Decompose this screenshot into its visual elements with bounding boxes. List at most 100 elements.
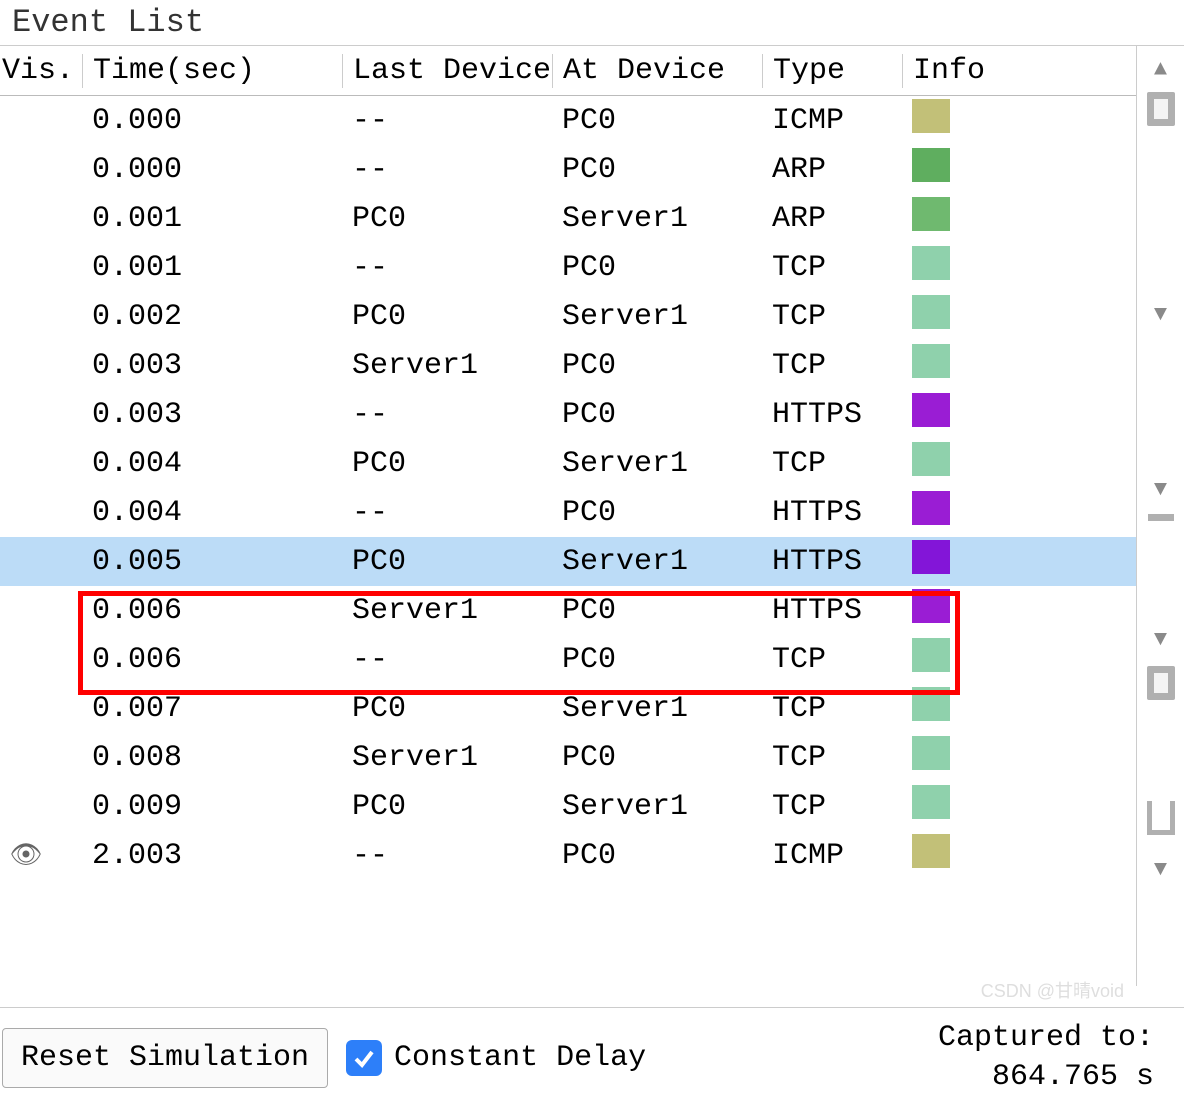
cell-time: 0.003 [82, 398, 342, 432]
event-table: Vis. Time(sec) Last Device At Device Typ… [0, 46, 1136, 986]
cell-type: TCP [762, 447, 902, 481]
table-row[interactable]: 👁2.003--PC0ICMP [0, 831, 1136, 880]
cell-time: 0.007 [82, 692, 342, 726]
header-at-device[interactable]: At Device [552, 54, 762, 88]
scroll-marker-icon[interactable]: ▼ [1137, 301, 1184, 329]
info-color-box[interactable] [912, 540, 950, 574]
info-color-box[interactable] [912, 589, 950, 623]
cell-info [902, 393, 1032, 437]
scroll-marker-icon [1148, 514, 1174, 521]
header-vis[interactable]: Vis. [0, 54, 82, 88]
scroll-marker-icon[interactable]: ▼ [1137, 476, 1184, 504]
table-row[interactable]: 0.004PC0Server1TCP [0, 439, 1136, 488]
table-row[interactable]: 0.005PC0Server1HTTPS [0, 537, 1136, 586]
info-color-box[interactable] [912, 442, 950, 476]
cell-time: 0.009 [82, 790, 342, 824]
cell-info [902, 638, 1032, 682]
info-color-box[interactable] [912, 99, 950, 133]
cell-last-device: PC0 [342, 300, 552, 334]
cell-at-device: Server1 [552, 545, 762, 579]
cell-info [902, 246, 1032, 290]
table-row[interactable]: 0.002PC0Server1TCP [0, 292, 1136, 341]
cell-last-device: PC0 [342, 790, 552, 824]
header-last-device[interactable]: Last Device [342, 54, 552, 88]
cell-type: ARP [762, 202, 902, 236]
scroll-down-arrow-icon[interactable]: ▼ [1137, 856, 1184, 884]
cell-last-device: -- [342, 104, 552, 138]
cell-time: 0.004 [82, 447, 342, 481]
table-header-row: Vis. Time(sec) Last Device At Device Typ… [0, 46, 1136, 96]
cell-time: 0.000 [82, 153, 342, 187]
eye-icon: 👁 [2, 840, 50, 871]
cell-info [902, 197, 1032, 241]
table-row[interactable]: 0.001--PC0TCP [0, 243, 1136, 292]
table-row[interactable]: 0.001PC0Server1ARP [0, 194, 1136, 243]
info-color-box[interactable] [912, 295, 950, 329]
cell-time: 0.002 [82, 300, 342, 334]
cell-at-device: Server1 [552, 447, 762, 481]
table-row[interactable]: 0.006--PC0TCP [0, 635, 1136, 684]
info-color-box[interactable] [912, 197, 950, 231]
footer-bar: Reset Simulation Constant Delay Captured… [0, 1007, 1184, 1107]
cell-last-device: -- [342, 398, 552, 432]
reset-simulation-button[interactable]: Reset Simulation [2, 1028, 328, 1088]
table-row[interactable]: 0.000--PC0ICMP [0, 96, 1136, 145]
cell-info [902, 834, 1032, 878]
info-color-box[interactable] [912, 344, 950, 378]
cell-time: 0.004 [82, 496, 342, 530]
cell-last-device: -- [342, 643, 552, 677]
cell-time: 0.003 [82, 349, 342, 383]
table-row[interactable]: 0.003--PC0HTTPS [0, 390, 1136, 439]
info-color-box[interactable] [912, 834, 950, 868]
info-color-box[interactable] [912, 638, 950, 672]
table-row[interactable]: 0.003Server1PC0TCP [0, 341, 1136, 390]
watermark-text: CSDN @甘晴void [981, 977, 1124, 1003]
cell-type: TCP [762, 349, 902, 383]
info-color-box[interactable] [912, 785, 950, 819]
scroll-marker-icon[interactable]: ▼ [1137, 626, 1184, 654]
info-color-box[interactable] [912, 393, 950, 427]
cell-last-device: Server1 [342, 741, 552, 775]
table-row[interactable]: 0.007PC0Server1TCP [0, 684, 1136, 733]
cell-time: 2.003 [82, 839, 342, 873]
scroll-marker-icon[interactable] [1147, 666, 1175, 700]
cell-type: HTTPS [762, 545, 902, 579]
table-row[interactable]: 0.004--PC0HTTPS [0, 488, 1136, 537]
cell-type: HTTPS [762, 594, 902, 628]
cell-last-device: PC0 [342, 202, 552, 236]
scroll-thumb[interactable] [1147, 92, 1175, 126]
cell-type: ICMP [762, 839, 902, 873]
info-color-box[interactable] [912, 687, 950, 721]
vertical-scrollbar[interactable]: ▲ ▼ ▼ ▼ ▼ [1136, 46, 1184, 986]
info-color-box[interactable] [912, 491, 950, 525]
constant-delay-checkbox[interactable] [346, 1040, 382, 1076]
cell-at-device: Server1 [552, 790, 762, 824]
cell-time: 0.008 [82, 741, 342, 775]
cell-info [902, 540, 1032, 584]
cell-time: 0.006 [82, 594, 342, 628]
info-color-box[interactable] [912, 736, 950, 770]
table-row[interactable]: 0.008Server1PC0TCP [0, 733, 1136, 782]
table-row[interactable]: 0.000--PC0ARP [0, 145, 1136, 194]
cell-last-device: -- [342, 251, 552, 285]
cell-at-device: PC0 [552, 741, 762, 775]
scroll-up-arrow-icon[interactable]: ▲ [1137, 56, 1184, 84]
cell-info [902, 442, 1032, 486]
header-type[interactable]: Type [762, 54, 902, 88]
header-info[interactable]: Info [902, 54, 1032, 88]
cell-at-device: PC0 [552, 349, 762, 383]
cell-at-device: PC0 [552, 594, 762, 628]
cell-info [902, 736, 1032, 780]
table-row[interactable]: 0.006Server1PC0HTTPS [0, 586, 1136, 635]
cell-at-device: PC0 [552, 153, 762, 187]
table-row[interactable]: 0.009PC0Server1TCP [0, 782, 1136, 831]
info-color-box[interactable] [912, 148, 950, 182]
cell-last-device: Server1 [342, 594, 552, 628]
cell-info [902, 785, 1032, 829]
info-color-box[interactable] [912, 246, 950, 280]
captured-value: 864.765 s [938, 1058, 1154, 1097]
header-time[interactable]: Time(sec) [82, 54, 342, 88]
cell-at-device: PC0 [552, 839, 762, 873]
scroll-marker-icon [1147, 801, 1175, 835]
cell-type: TCP [762, 251, 902, 285]
